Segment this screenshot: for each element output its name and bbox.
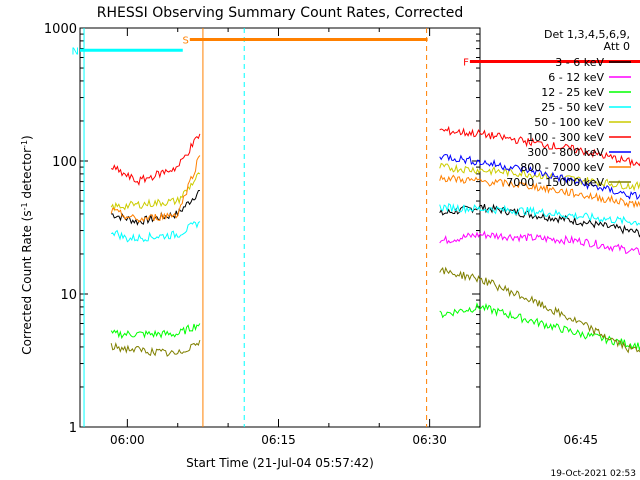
legend-label: 12 - 25 keV <box>541 86 604 99</box>
legend-label: 300 - 800 keV <box>527 146 604 159</box>
legend-label: 6 - 12 keV <box>548 71 604 84</box>
x-tick-label: 06:15 <box>261 433 296 447</box>
footer-date: 19-Oct-2021 02:53 <box>551 469 636 479</box>
y-tick-label: 1 <box>69 421 77 436</box>
series-line <box>110 221 201 243</box>
series-line <box>439 230 640 256</box>
y-axis-label-sup2: -1 <box>20 140 29 148</box>
legend-label: 3 - 6 keV <box>555 56 604 69</box>
y-tick-label: 1000 <box>44 22 77 37</box>
state-bar-label: F <box>463 57 469 68</box>
series-line <box>439 203 640 238</box>
plot-frame <box>79 27 481 428</box>
series-line <box>439 125 640 167</box>
legend-label: 7000 - 15000 keV <box>506 176 604 189</box>
series-line <box>439 174 640 209</box>
series-line <box>439 302 640 352</box>
legend-label: 25 - 50 keV <box>541 101 604 114</box>
chart-title: RHESSI Observing Summary Count Rates, Co… <box>97 5 463 21</box>
series-line <box>439 202 640 227</box>
x-tick-label: 06:00 <box>110 433 145 447</box>
legend-label: 50 - 100 keV <box>534 116 604 129</box>
legend-label: 100 - 300 keV <box>527 131 604 144</box>
series-line <box>439 153 640 201</box>
y-axis-label-sup1: -1 <box>20 202 29 210</box>
legend-label: 800 - 7000 keV <box>520 161 604 174</box>
series-line <box>439 266 640 354</box>
series-line <box>110 155 201 223</box>
series-line <box>110 172 201 212</box>
legend-header: Det 1,3,4,5,6,9, <box>544 28 630 41</box>
state-bar-label: N <box>72 46 79 57</box>
y-axis-label: Corrected Count Rate (s-1 detector-1) <box>20 135 35 354</box>
plot-area: 110100100006:0006:1506:3006:4507:0007:15… <box>44 22 640 447</box>
y-tick-label: 10 <box>60 288 77 303</box>
x-tick-label: 06:45 <box>563 433 598 447</box>
x-tick-label: 06:30 <box>412 433 447 447</box>
series-line <box>439 162 640 192</box>
series-line <box>110 323 201 340</box>
legend-header: Att 0 <box>604 40 630 53</box>
y-axis-label-pre: Corrected Count Rate (s <box>20 210 34 354</box>
series-line <box>110 339 201 357</box>
y-tick-label: 100 <box>52 155 77 170</box>
series-line <box>111 190 200 226</box>
legend: Det 1,3,4,5,6,9,Att 03 - 6 keV 6 - 12 keV… <box>506 28 631 189</box>
y-axis-label-mid: detector <box>20 148 34 203</box>
y-axis-label-post: ) <box>20 135 34 140</box>
x-axis-label: Start Time (21-Jul-04 05:57:42) <box>186 456 374 470</box>
series-line <box>110 133 201 187</box>
state-bar-label: S <box>182 35 188 46</box>
